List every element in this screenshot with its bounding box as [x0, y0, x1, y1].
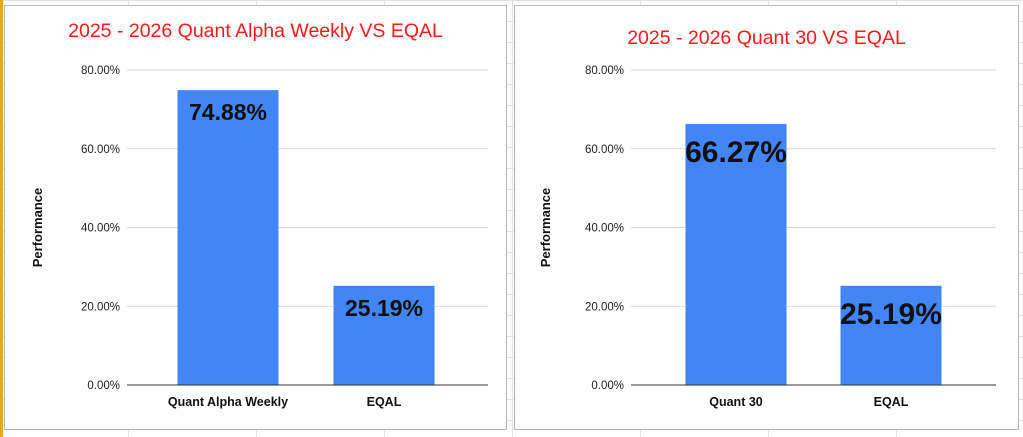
- chart-quant-alpha-weekly-vs-eqal[interactable]: 2025 - 2026 Quant Alpha Weekly VS EQAL 0…: [4, 5, 507, 430]
- y-axis-title: Performance: [538, 188, 553, 267]
- x-category-label: Quant Alpha Weekly: [168, 395, 288, 409]
- data-label: 25.19%: [840, 298, 942, 331]
- y-tick-label: 80.00%: [81, 65, 120, 77]
- y-tick-label: 40.00%: [585, 223, 624, 235]
- y-tick-label: 60.00%: [81, 144, 120, 156]
- selection-edge-indicator: [0, 0, 3, 437]
- y-tick-label: 20.00%: [81, 301, 120, 313]
- x-category-label: EQAL: [874, 395, 909, 409]
- chart-title: 2025 - 2026 Quant Alpha Weekly VS EQAL: [68, 20, 443, 42]
- data-label: 66.27%: [685, 136, 787, 169]
- bar: [177, 90, 279, 385]
- chart-quant-30-vs-eqal[interactable]: 2025 - 2026 Quant 30 VS EQAL 0.00% 20.00%…: [514, 5, 1019, 430]
- y-tick-label: 40.00%: [81, 223, 120, 235]
- data-label: 74.88%: [189, 99, 267, 125]
- chart-plot-area: 0.00% 20.00% 40.00% 60.00% 80.00% 66.27% Quant…: [538, 65, 996, 409]
- bar: [333, 285, 435, 385]
- y-tick-label: 0.00%: [591, 380, 624, 392]
- y-tick-label: 0.00%: [87, 380, 120, 392]
- y-axis-title: Performance: [30, 188, 45, 267]
- bar: [685, 124, 787, 385]
- chart-plot-area: 0.00% 20.00% 40.00% 60.00% 80.00% 74.88% Quant…: [30, 65, 488, 409]
- y-tick-label: 60.00%: [585, 144, 624, 156]
- y-tick-label: 80.00%: [585, 65, 624, 77]
- chart-title: 2025 - 2026 Quant 30 VS EQAL: [627, 27, 906, 49]
- bar: [840, 285, 942, 385]
- x-category-label: Quant 30: [709, 395, 763, 409]
- y-tick-label: 20.00%: [585, 301, 624, 313]
- data-label: 25.19%: [345, 295, 423, 321]
- x-category-label: EQAL: [367, 395, 402, 409]
